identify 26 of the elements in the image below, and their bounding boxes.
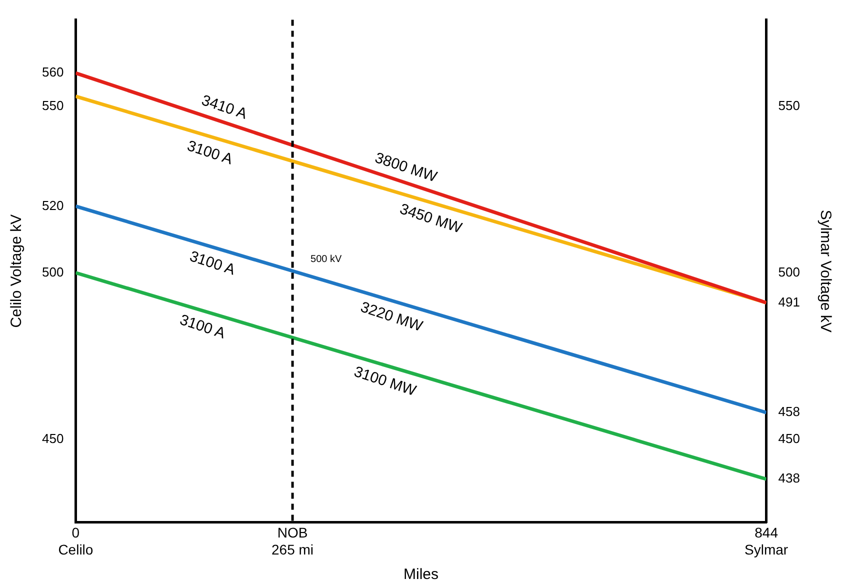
- annotation: 3100 A: [178, 311, 228, 342]
- y2-tick-label: 491: [778, 294, 800, 310]
- annotation: 3100 MW: [352, 363, 419, 400]
- y-tick-label: 500: [42, 264, 64, 280]
- y-tick-label: 520: [42, 198, 64, 213]
- ref-line-label: 500 kV: [310, 254, 342, 265]
- annotation: 3410 A: [199, 92, 250, 123]
- x-axis-title: Miles: [403, 566, 439, 584]
- annotation: 3100 A: [187, 248, 238, 279]
- y2-axis-title: Sylmar Voltage kV: [816, 210, 834, 332]
- x-tick-label: 0 Celilo: [58, 524, 94, 558]
- annotation: 3100 A: [185, 137, 235, 168]
- y2-tick-label: 500: [778, 264, 800, 280]
- y2-tick-label: 438: [778, 470, 800, 486]
- x-tick-label: 844 Sylmar: [744, 524, 788, 558]
- y2-tick-label: 450: [778, 430, 800, 446]
- y2-tick-label: 458: [778, 404, 800, 420]
- x-tick-label: NOB 265 mi: [272, 524, 314, 558]
- y-tick-label: 560: [42, 64, 64, 80]
- y-tick-label: 550: [42, 98, 64, 113]
- annotation: 3220 MW: [358, 298, 426, 336]
- y-tick-label: 450: [42, 430, 64, 446]
- y-axis-title: Celilo Voltage kV: [8, 214, 26, 328]
- annotation: 3800 MW: [372, 149, 440, 186]
- y2-tick-label: 550: [778, 98, 800, 113]
- annotation: 3450 MW: [398, 200, 465, 238]
